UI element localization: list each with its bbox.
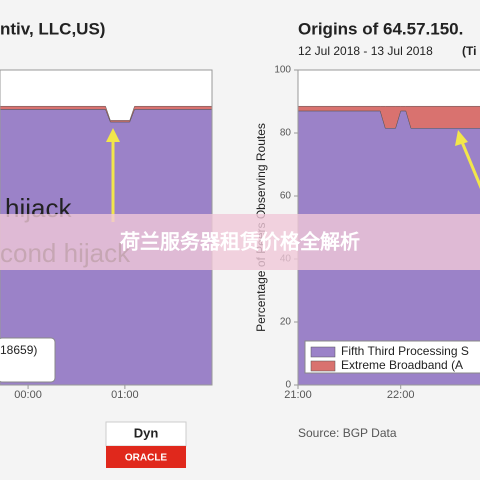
- x-tick-label: 00:00: [14, 389, 42, 401]
- chart-title: Origins of 64.57.150.: [298, 19, 463, 38]
- chart-subtitle: 12 Jul 2018 - 13 Jul 2018: [298, 44, 433, 58]
- annotation: Source: BGP Data: [298, 426, 397, 440]
- arrow-head: [455, 130, 468, 146]
- x-tick-label: 22:00: [387, 389, 415, 401]
- x-tick-label: 01:00: [111, 389, 139, 401]
- annotation: 18659): [0, 343, 37, 357]
- logo-oracle: ORACLE: [125, 453, 168, 464]
- y-tick-label: 60: [280, 191, 292, 202]
- arrow-head: [106, 128, 120, 142]
- y-tick-label: 20: [280, 317, 292, 328]
- annotation: (Ti: [462, 44, 476, 58]
- logo-box: [106, 446, 186, 468]
- legend-swatch: [310, 346, 336, 358]
- logo-box: [105, 421, 187, 447]
- chart-title: ntiv, LLC,US): [0, 19, 105, 38]
- legend-label: Fifth Third Processing S: [341, 344, 469, 358]
- x-tick-label: 21:00: [284, 389, 312, 401]
- legend-box: [0, 337, 56, 383]
- legend-label: Extreme Broadband (A: [341, 358, 463, 372]
- legend-swatch: [310, 360, 336, 372]
- area: [297, 105, 480, 129]
- y-tick-label: 100: [274, 65, 291, 76]
- y-tick-label: 80: [280, 128, 292, 139]
- arrow: [460, 141, 480, 190]
- y-tick-label: 0: [285, 380, 291, 391]
- logo-dyn: Dyn: [134, 425, 159, 440]
- banner-text: 荷兰服务器租赁价格全解析: [120, 230, 360, 254]
- banner: [0, 214, 480, 270]
